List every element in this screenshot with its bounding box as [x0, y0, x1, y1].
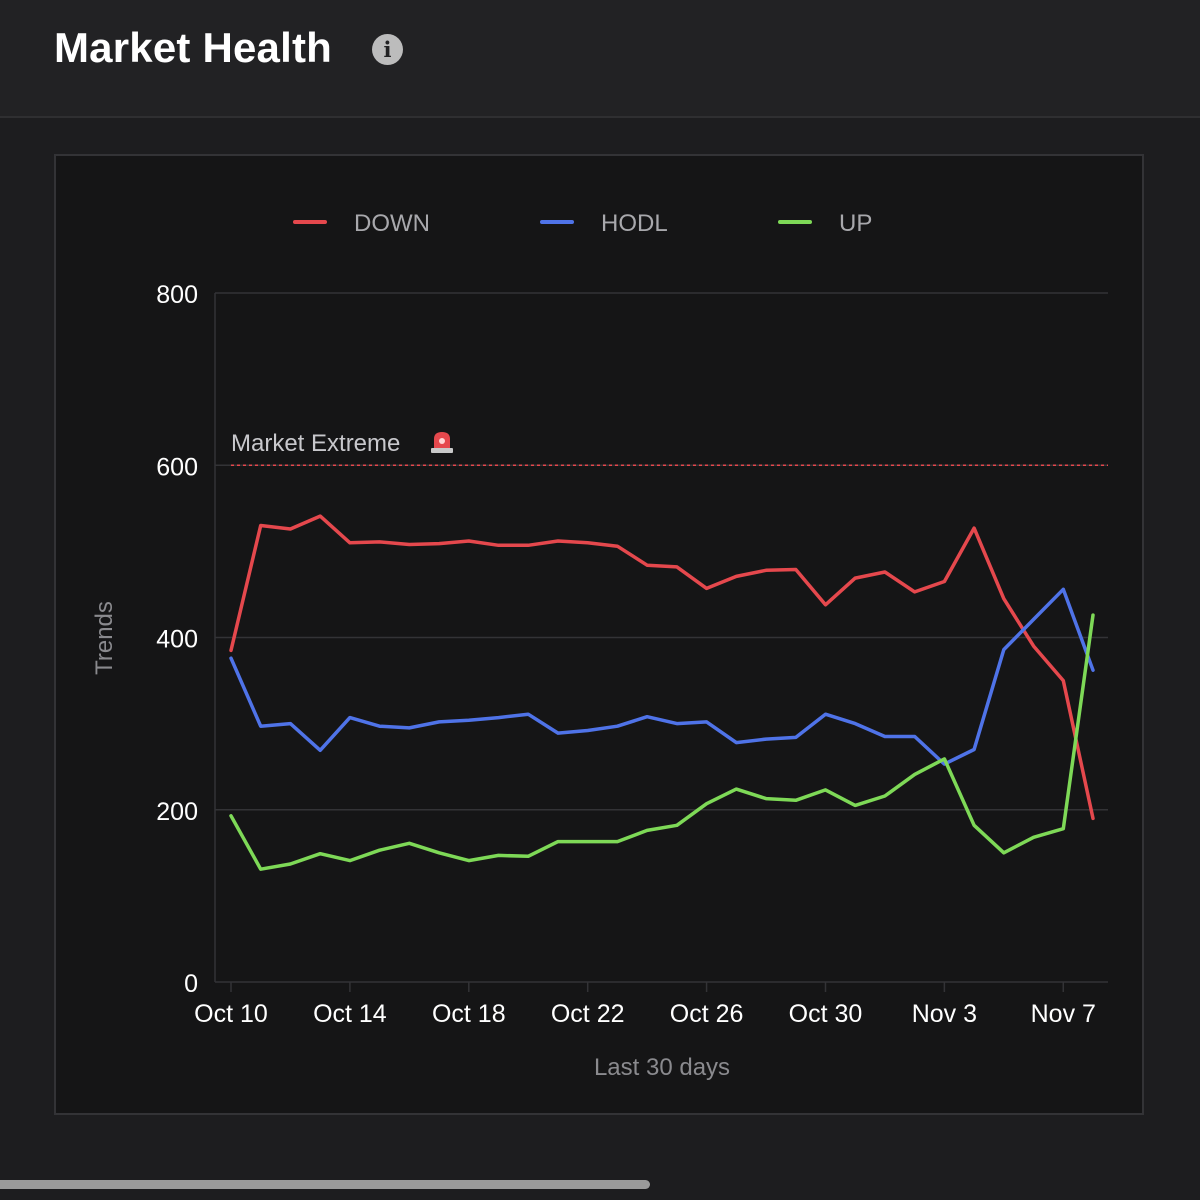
y-tick-label-400: 400: [156, 626, 198, 654]
siren-icon: [431, 432, 453, 453]
legend-label-up: UP: [839, 210, 872, 237]
y-tick-label-200: 200: [156, 798, 198, 826]
x-tick-label-oct-30: Oct 30: [789, 1000, 863, 1028]
y-tick-label-800: 800: [156, 281, 198, 309]
y-axis-title: Trends: [91, 601, 118, 675]
x-tick-label-nov-7: Nov 7: [1031, 1000, 1096, 1028]
market-extreme-label: Market Extreme: [231, 430, 400, 457]
series-line-down: [229, 514, 1095, 821]
x-tick-label-oct-14: Oct 14: [313, 1000, 387, 1028]
legend-label-down: DOWN: [354, 210, 430, 237]
legend-label-hodl: HODL: [601, 210, 668, 237]
x-tick-label-oct-18: Oct 18: [432, 1000, 506, 1028]
y-tick-label-600: 600: [156, 453, 198, 481]
series-line-up: [229, 613, 1095, 871]
page-header: Market Health i: [0, 0, 1200, 118]
scrollbar-thumb[interactable]: [0, 1180, 650, 1189]
x-tick-label-oct-26: Oct 26: [670, 1000, 744, 1028]
x-tick-label-oct-10: Oct 10: [194, 1000, 268, 1028]
page-title: Market Health: [54, 24, 333, 71]
info-icon[interactable]: i: [372, 34, 403, 65]
x-axis-title: Last 30 days: [594, 1054, 730, 1081]
x-tick-label-nov-3: Nov 3: [912, 1000, 977, 1028]
x-tick-label-oct-22: Oct 22: [551, 1000, 625, 1028]
y-tick-label-0: 0: [184, 970, 198, 998]
series-line-hodl: [229, 587, 1095, 766]
